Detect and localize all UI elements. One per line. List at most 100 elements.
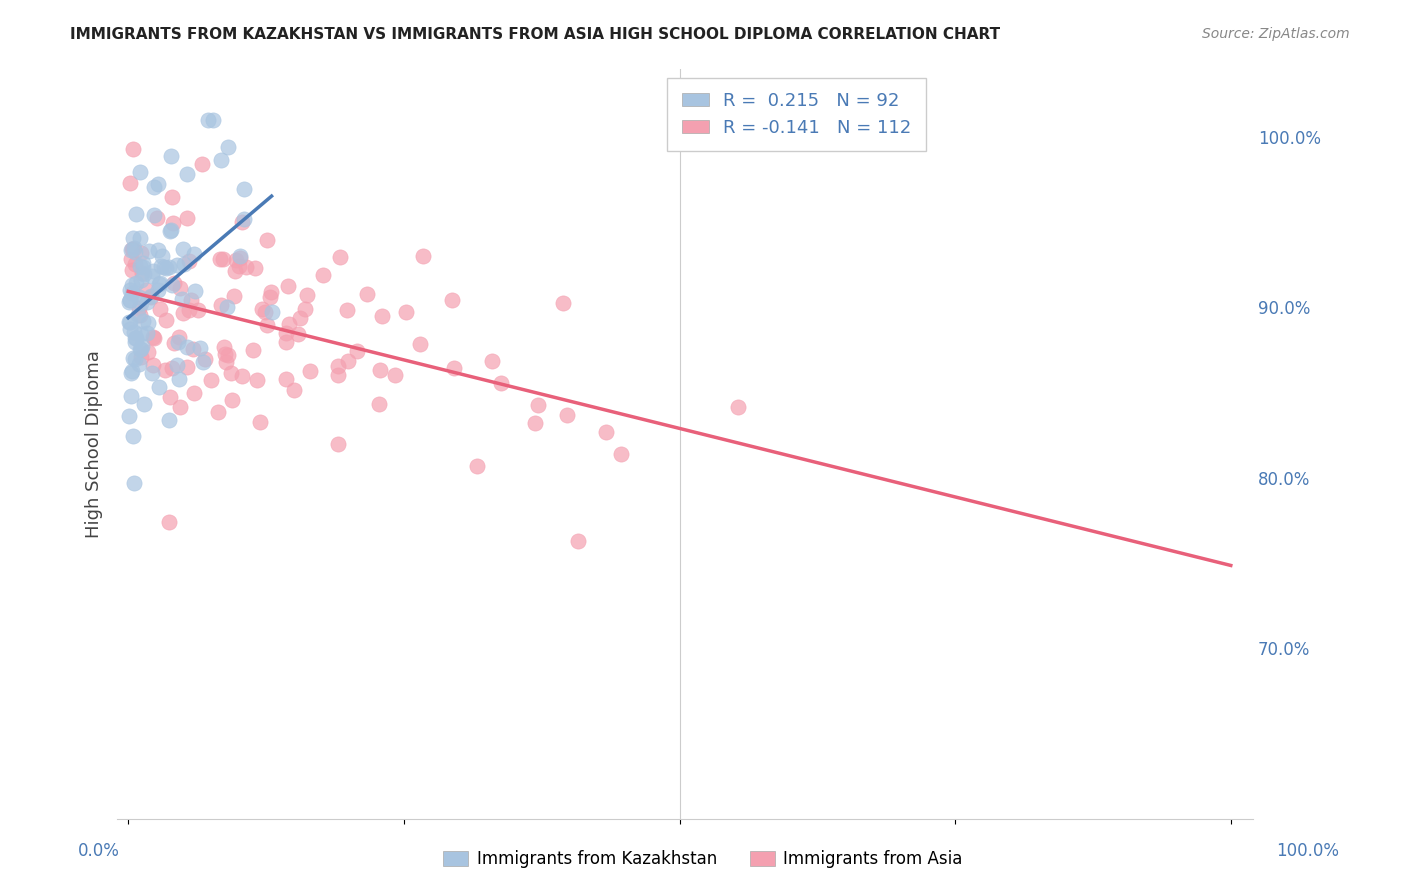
Point — [122, 142, 145, 156]
Point — [212, 252, 235, 266]
Point — [128, 301, 150, 315]
Point — [201, 112, 224, 127]
Legend: R =  0.215   N = 92, R = -0.141   N = 112: R = 0.215 N = 92, R = -0.141 N = 112 — [668, 78, 925, 152]
Point — [122, 242, 145, 256]
Point — [128, 259, 150, 273]
Point — [167, 330, 190, 344]
Legend: Immigrants from Kazakhstan, Immigrants from Asia: Immigrants from Kazakhstan, Immigrants f… — [436, 844, 970, 875]
Point — [139, 290, 162, 304]
Point — [329, 250, 352, 264]
Point — [118, 409, 141, 424]
Point — [179, 254, 201, 268]
Point — [132, 256, 155, 270]
Point — [157, 260, 180, 274]
Point — [184, 284, 207, 298]
Point — [148, 244, 170, 258]
Point — [727, 400, 749, 414]
Point — [124, 207, 146, 221]
Point — [274, 335, 297, 350]
Point — [214, 346, 236, 360]
Point — [367, 397, 389, 411]
Point — [155, 261, 177, 276]
Point — [121, 242, 143, 256]
Point — [276, 326, 298, 340]
Point — [142, 264, 165, 278]
Point — [160, 223, 183, 237]
Point — [221, 392, 243, 407]
Point — [336, 303, 359, 318]
Point — [214, 340, 236, 354]
Point — [595, 425, 617, 440]
Point — [232, 182, 254, 196]
Point — [141, 269, 163, 284]
Point — [235, 260, 257, 274]
Point — [567, 533, 589, 548]
Text: Source: ZipAtlas.com: Source: ZipAtlas.com — [1202, 27, 1350, 41]
Point — [287, 326, 309, 341]
Point — [243, 260, 266, 275]
Point — [172, 243, 194, 257]
Point — [122, 475, 145, 490]
Point — [283, 383, 305, 397]
Point — [162, 216, 184, 230]
Point — [166, 334, 188, 349]
Point — [121, 428, 143, 442]
Point — [129, 295, 152, 310]
Point — [124, 331, 146, 345]
Point — [118, 314, 141, 328]
Point — [121, 286, 143, 301]
Point — [465, 458, 488, 473]
Point — [252, 301, 274, 316]
Point — [328, 359, 350, 374]
Point — [125, 331, 148, 345]
Point — [135, 326, 157, 340]
Point — [311, 268, 333, 282]
Point — [166, 258, 188, 272]
Point — [163, 276, 186, 290]
Point — [177, 303, 200, 318]
Point — [346, 343, 368, 358]
Point — [160, 278, 183, 293]
Point — [124, 351, 146, 366]
Point — [148, 277, 170, 291]
Point — [122, 241, 145, 255]
Point — [183, 385, 205, 400]
Point — [150, 249, 173, 263]
Point — [254, 305, 277, 319]
Point — [395, 305, 418, 319]
Point — [246, 373, 269, 387]
Point — [260, 304, 283, 318]
Point — [141, 367, 163, 381]
Point — [155, 362, 177, 376]
Point — [190, 342, 212, 356]
Text: 100.0%: 100.0% — [1277, 842, 1339, 860]
Point — [231, 368, 253, 383]
Point — [169, 281, 191, 295]
Point — [138, 316, 160, 330]
Point — [524, 416, 547, 430]
Point — [412, 249, 434, 263]
Point — [491, 376, 513, 390]
Point — [167, 372, 190, 386]
Point — [218, 348, 240, 362]
Point — [181, 343, 204, 357]
Point — [176, 359, 198, 374]
Point — [200, 373, 222, 387]
Point — [409, 337, 432, 351]
Point — [159, 224, 181, 238]
Point — [128, 357, 150, 371]
Point — [129, 231, 152, 245]
Point — [294, 302, 316, 317]
Point — [326, 368, 349, 382]
Point — [120, 283, 142, 297]
Point — [120, 366, 142, 380]
Point — [217, 140, 239, 154]
Text: IMMIGRANTS FROM KAZAKHSTAN VS IMMIGRANTS FROM ASIA HIGH SCHOOL DIPLOMA CORRELATI: IMMIGRANTS FROM KAZAKHSTAN VS IMMIGRANTS… — [70, 27, 1001, 42]
Point — [129, 165, 152, 179]
Point — [228, 260, 250, 274]
Point — [132, 267, 155, 281]
Point — [132, 260, 155, 274]
Point — [155, 313, 177, 327]
Point — [163, 335, 186, 350]
Point — [131, 266, 153, 280]
